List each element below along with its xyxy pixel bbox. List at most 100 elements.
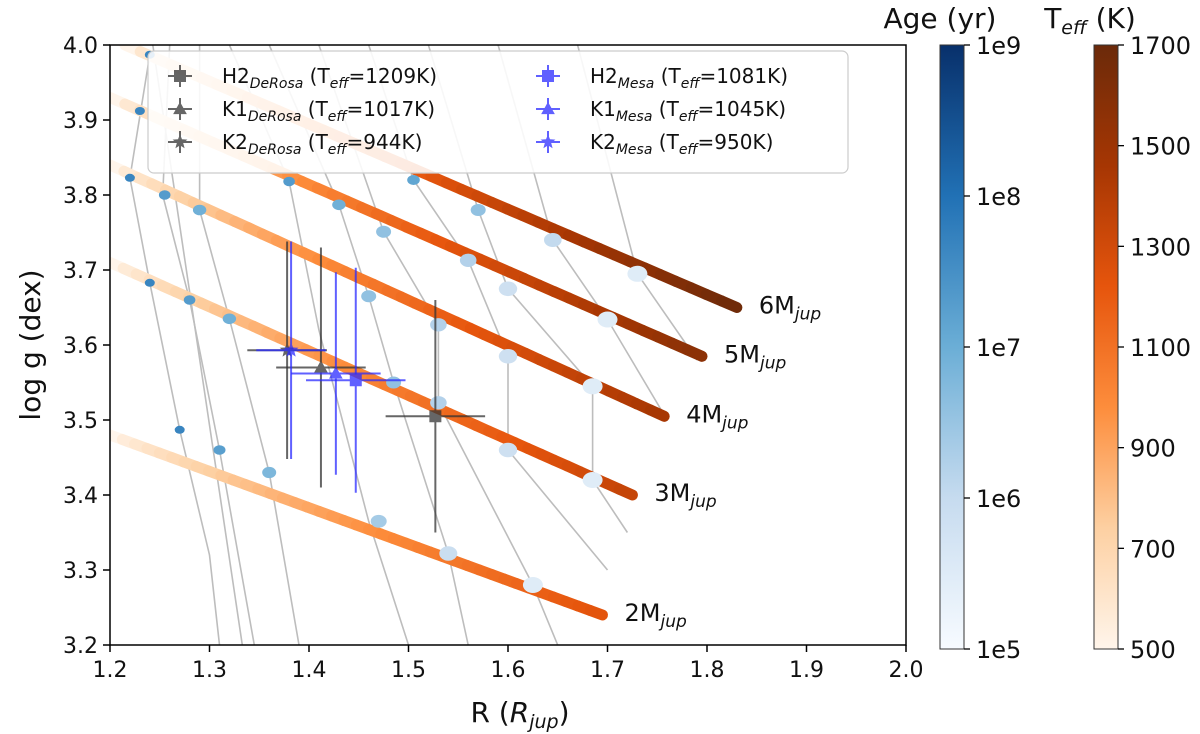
- x-tick-label: 1.4: [292, 658, 327, 683]
- age-marker: [370, 514, 387, 528]
- mass-track-label: 3Mjup: [654, 479, 716, 512]
- age-marker: [222, 313, 237, 325]
- age-marker: [262, 466, 277, 479]
- y-tick-label: 3.4: [63, 484, 98, 509]
- track-segment: [644, 404, 670, 422]
- track-segment: [716, 295, 743, 313]
- colorbar-tick-label: 1500: [1130, 133, 1191, 161]
- colorbar-tick-label: 1100: [1130, 334, 1191, 362]
- mass-track: [110, 159, 670, 422]
- age-marker: [124, 173, 135, 182]
- x-tick-label: 1.8: [690, 658, 725, 683]
- y-tick-label: 3.5: [63, 409, 98, 434]
- age-marker: [582, 472, 603, 488]
- colorbar-tick-label: 1e5: [976, 636, 1021, 664]
- colorbar-tick-label: 500: [1130, 636, 1176, 664]
- legend-item: K2DeRosa (Teff=944K): [168, 130, 422, 158]
- x-tick-label: 1.5: [391, 658, 426, 683]
- legend-marker: [542, 70, 554, 82]
- x-tick-label: 1.9: [789, 658, 824, 683]
- legend-item: K1DeRosa (Teff=1017K): [168, 97, 435, 125]
- legend-marker: [541, 101, 555, 115]
- colorbar-ticks: 1e5 1e6 1e7 1e8 1e9 500 700 900 1100 1300 1500 1700: [964, 32, 1191, 664]
- legend-item: H2DeRosa (Teff=1209K): [168, 64, 437, 92]
- y-tick-label: 3.6: [63, 334, 98, 359]
- age-marker: [430, 318, 447, 332]
- data-point-group: [306, 267, 406, 493]
- age-markers: [124, 50, 648, 593]
- age-marker: [144, 278, 155, 287]
- x-tick-label: 1.3: [192, 658, 227, 683]
- mass-track-label: 5Mjup: [724, 340, 786, 373]
- age-marker: [332, 199, 346, 211]
- legend-marker: [172, 134, 188, 149]
- y-axis-label: log g (dex): [14, 269, 47, 420]
- mass-track-label: 6Mjup: [759, 292, 821, 325]
- teff-colorbar: [1093, 44, 1119, 650]
- age-marker: [470, 204, 486, 216]
- data-point-marker: [283, 342, 299, 357]
- data-point-marker: [314, 360, 328, 373]
- colorbar-tick-label: 1e6: [976, 485, 1021, 513]
- data-point-marker: [329, 366, 343, 379]
- colorbar-tick-label: 1e8: [976, 183, 1021, 211]
- age-marker: [627, 265, 648, 282]
- data-point-group: [291, 272, 381, 475]
- y-tick-label: 3.2: [63, 634, 98, 659]
- age-marker: [407, 175, 420, 185]
- isochrone-line: [427, 45, 629, 533]
- y-tick-label: 3.9: [63, 109, 98, 134]
- y-tick-label: 4.0: [63, 34, 98, 59]
- legend-marker: [174, 70, 186, 82]
- legend-label: K2DeRosa (Teff=944K): [222, 130, 422, 158]
- legend-item: K2Mesa (Teff=950K): [536, 130, 773, 158]
- age-marker: [597, 311, 618, 328]
- axes: 1.2 1.3 1.4 1.5 1.6 1.7 1.8 1.9 2.0 3.2 3.3 3.4 3.5 3…: [63, 34, 924, 683]
- isochrone-line: [268, 45, 469, 645]
- age-marker: [158, 190, 171, 200]
- mass-track-label: 2Mjup: [625, 599, 687, 632]
- data-point-group: [256, 241, 326, 459]
- age-marker: [459, 253, 477, 267]
- age-marker: [183, 295, 196, 305]
- age-marker: [522, 577, 543, 593]
- track-segment: [613, 483, 638, 501]
- x-tick-label: 1.7: [590, 658, 625, 683]
- age-marker: [361, 290, 377, 303]
- age-marker: [174, 425, 185, 434]
- colorbar-tick-label: 1e7: [976, 334, 1021, 362]
- x-tick-label: 1.2: [93, 658, 128, 683]
- isochrone-line: [129, 54, 221, 645]
- age-colorbar-title: Age (yr): [884, 2, 997, 35]
- age-marker: [192, 204, 207, 216]
- legend-item: H2Mesa (Teff=1081K): [536, 64, 788, 92]
- age-marker: [430, 396, 447, 410]
- track-segment: [681, 344, 708, 362]
- legend-label: K1DeRosa (Teff=1017K): [222, 97, 435, 125]
- legend: H2DeRosa (Teff=1209K) K1DeRosa (Teff=1017…: [147, 50, 849, 174]
- age-marker: [498, 442, 518, 458]
- track-labels: 2Mjup 3Mjup 4Mjup 5Mjup 6Mjup: [625, 292, 822, 633]
- error-bars: [247, 241, 486, 533]
- legend-label: K2Mesa (Teff=950K): [590, 130, 773, 158]
- track-segment: [584, 605, 608, 621]
- colorbar-tick-label: 1300: [1130, 233, 1191, 261]
- legend-marker: [540, 134, 556, 149]
- age-marker: [582, 378, 603, 395]
- colorbar-tick-label: 1e9: [976, 32, 1021, 60]
- legend-frame: [147, 50, 849, 174]
- age-marker: [213, 445, 226, 455]
- age-colorbar: [939, 44, 965, 650]
- age-marker: [134, 107, 145, 115]
- legend-marker: [173, 101, 187, 115]
- colorbar-tick-label: 900: [1130, 435, 1176, 463]
- teff-colorbar-title: Teff (K): [1043, 2, 1136, 39]
- x-axis-label: R (Rjup): [470, 696, 569, 733]
- legend-label: H2Mesa (Teff=1081K): [590, 64, 788, 92]
- age-marker: [376, 225, 392, 238]
- y-tick-label: 3.7: [63, 259, 98, 284]
- age-marker: [439, 546, 458, 561]
- age-marker: [498, 281, 518, 297]
- x-tick-label: 2.0: [889, 658, 924, 683]
